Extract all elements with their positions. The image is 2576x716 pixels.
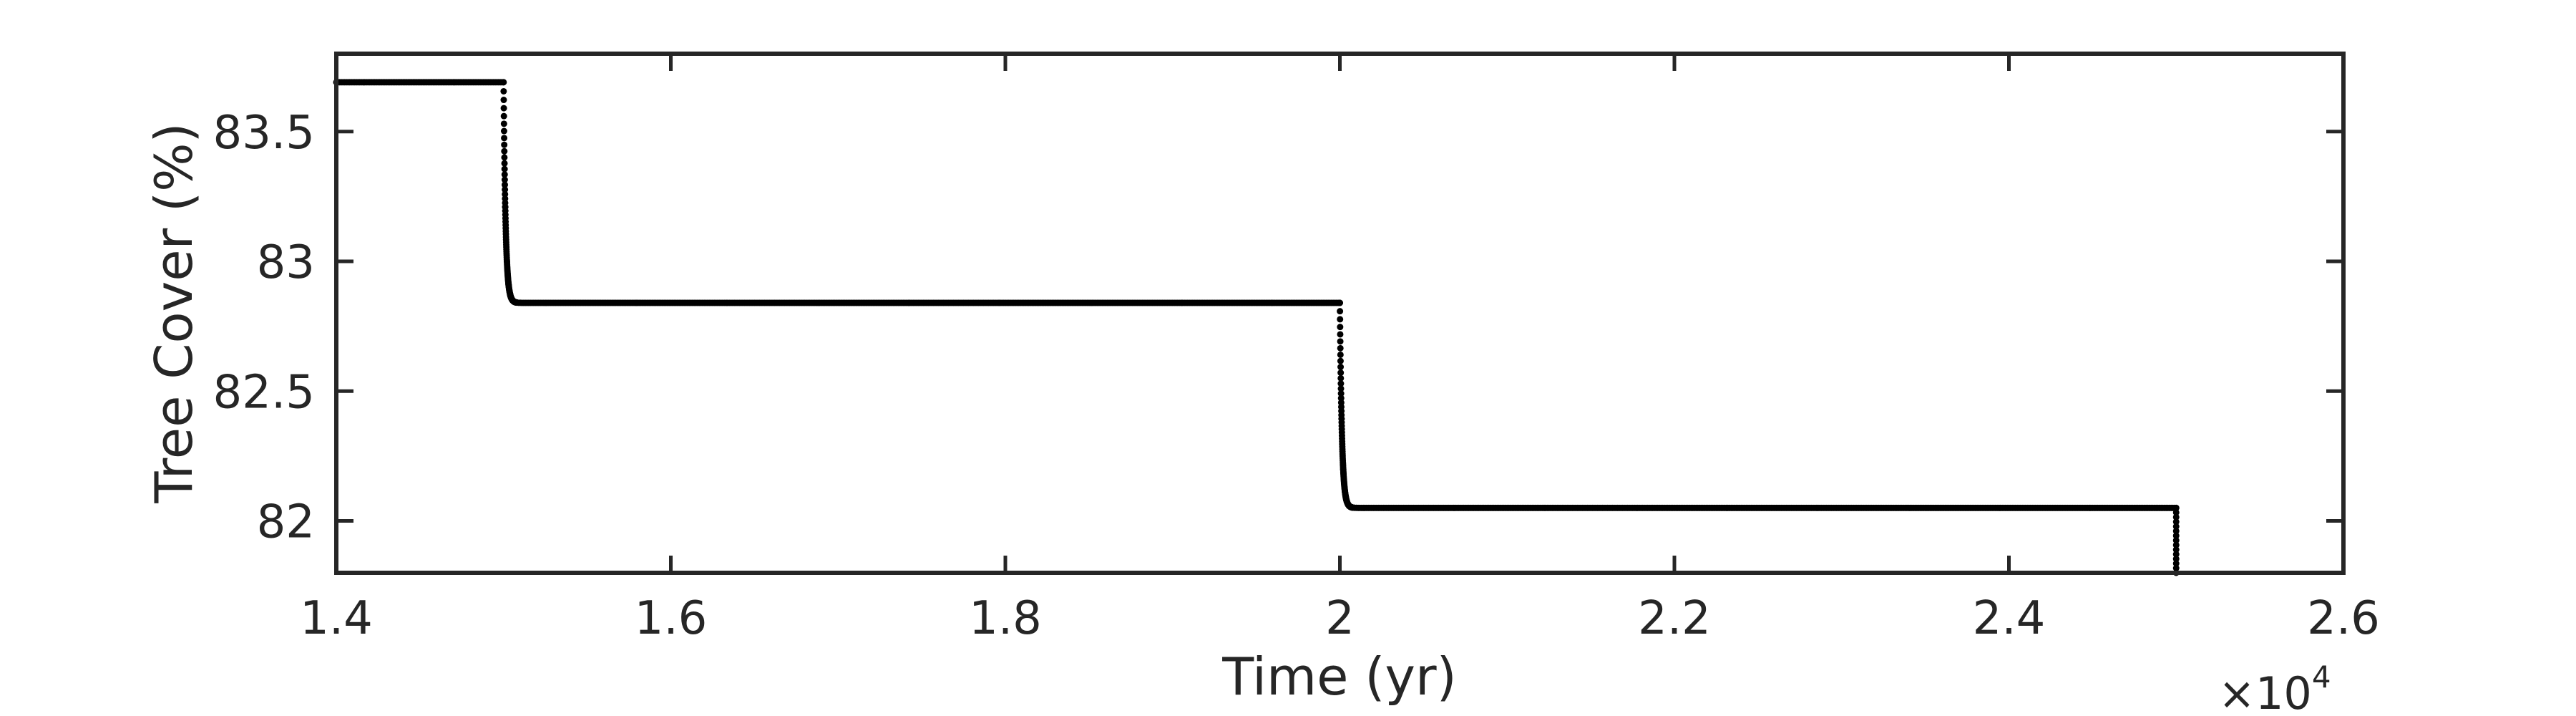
y-tick-label: 83.5 xyxy=(213,107,316,160)
x-tick-label: 1.6 xyxy=(635,592,708,645)
data-point xyxy=(1337,316,1344,323)
data-point xyxy=(1337,395,1345,402)
x-axis: 1.4 1.6 1.8 2 2.2 2.4 2.6 xyxy=(300,54,2380,645)
data-point xyxy=(1337,357,1344,364)
data-point xyxy=(1337,385,1345,392)
data-point xyxy=(2172,523,2180,530)
y-tick-label: 82.5 xyxy=(213,366,316,419)
data-point xyxy=(2172,528,2180,535)
data-point xyxy=(2172,509,2180,516)
data-point xyxy=(501,135,508,142)
x-multiplier-base: ×10 xyxy=(2218,667,2312,716)
x-tick-label: 2.2 xyxy=(1638,592,1711,645)
data-point xyxy=(2172,518,2180,526)
y-axis: 82 82.5 83 83.5 xyxy=(213,107,2343,549)
data-point xyxy=(2172,504,2180,511)
data-point xyxy=(1337,369,1345,377)
data-points xyxy=(333,79,2180,576)
y-tick-label: 82 xyxy=(257,496,315,549)
x-tick-label: 1.8 xyxy=(969,592,1042,645)
data-point xyxy=(1337,324,1344,331)
data-point xyxy=(1337,374,1345,382)
data-point xyxy=(2172,560,2180,567)
data-point xyxy=(2172,556,2180,563)
data-point xyxy=(1337,364,1345,371)
data-point xyxy=(501,154,508,161)
data-point xyxy=(2172,537,2180,544)
x-axis-label: Time (yr) xyxy=(1221,647,1456,707)
data-point xyxy=(502,181,509,188)
data-point xyxy=(500,120,507,127)
data-point xyxy=(501,171,508,178)
x-multiplier-exponent: 4 xyxy=(2312,659,2331,695)
data-point xyxy=(501,160,508,167)
data-point xyxy=(1337,331,1344,338)
data-point xyxy=(1350,504,1357,511)
data-point xyxy=(500,127,507,135)
data-point xyxy=(513,299,520,306)
data-point xyxy=(1337,351,1344,358)
data-point xyxy=(502,186,509,193)
data-point xyxy=(2172,532,2180,539)
data-point xyxy=(2172,565,2180,572)
data-point xyxy=(2172,541,2180,548)
data-point xyxy=(500,112,507,120)
x-axis-multiplier: ×104 xyxy=(2218,659,2331,716)
data-point xyxy=(501,165,508,173)
x-tick-label: 2.4 xyxy=(1973,592,2046,645)
x-tick-label: 2 xyxy=(1325,592,1355,645)
data-point xyxy=(500,79,507,86)
x-tick-label: 2.6 xyxy=(2307,592,2380,645)
data-point xyxy=(2172,551,2180,558)
data-point xyxy=(501,176,508,183)
data-point xyxy=(1337,390,1345,397)
data-point xyxy=(1337,380,1345,387)
y-axis-label: Tree Cover (%) xyxy=(144,122,204,503)
data-point xyxy=(501,147,508,155)
x-tick-label: 1.4 xyxy=(300,592,373,645)
data-point xyxy=(2172,546,2180,553)
data-point xyxy=(1337,308,1344,315)
y-tick-label: 83 xyxy=(257,236,315,289)
data-point xyxy=(500,87,507,95)
data-point xyxy=(500,105,507,112)
data-point xyxy=(500,97,507,104)
data-point xyxy=(1337,344,1344,352)
data-point xyxy=(501,141,508,148)
data-point xyxy=(1337,299,1343,306)
data-point xyxy=(1337,338,1344,345)
data-point xyxy=(2172,513,2180,521)
